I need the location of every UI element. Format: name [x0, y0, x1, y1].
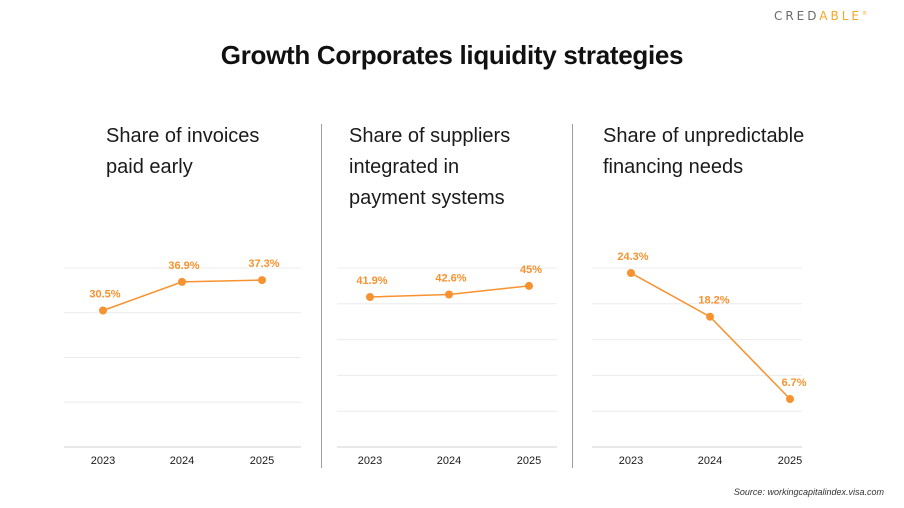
data-label: 42.6%	[435, 272, 466, 284]
data-label: 30.5%	[89, 289, 120, 301]
chart-2-title: Share of suppliers integrated in payment s…	[349, 125, 511, 209]
panel-divider	[321, 124, 322, 468]
data-point	[99, 306, 107, 315]
x-tick-label: 2025	[250, 455, 274, 467]
x-tick-label: 2025	[778, 455, 802, 467]
data-point	[706, 312, 714, 321]
source-note: Source: workingcapitalindex.visa.com	[733, 487, 884, 497]
x-tick-label: 2024	[437, 455, 461, 467]
data-label: 45%	[520, 264, 542, 276]
data-point	[178, 277, 186, 286]
data-point	[525, 281, 533, 290]
data-label: 6.7%	[781, 377, 806, 389]
x-tick-label: 2023	[91, 455, 115, 467]
data-label: 36.9%	[168, 260, 199, 272]
data-point	[445, 290, 453, 299]
x-tick-label: 2024	[170, 455, 194, 467]
x-tick-label: 2025	[517, 455, 541, 467]
data-label: 18.2%	[698, 295, 729, 307]
x-tick-label: 2024	[698, 455, 722, 467]
data-label: 41.9%	[356, 275, 387, 287]
credable-logo: CREDABLE®	[773, 9, 867, 23]
data-point	[366, 292, 374, 301]
panel-divider	[572, 124, 573, 468]
x-tick-label: 2023	[619, 455, 643, 467]
chart-1-title: Share of invoices paid early	[106, 125, 260, 178]
data-point	[786, 395, 794, 404]
data-label: 24.3%	[617, 251, 648, 263]
data-point	[627, 269, 635, 278]
data-label: 37.3%	[248, 258, 279, 270]
data-point	[258, 276, 266, 285]
x-tick-label: 2023	[358, 455, 382, 467]
chart-3-title: Share of unpredictable financing needs	[603, 125, 805, 178]
series-line	[630, 272, 791, 400]
page-title: Growth Corporates liquidity strategies	[220, 40, 684, 70]
